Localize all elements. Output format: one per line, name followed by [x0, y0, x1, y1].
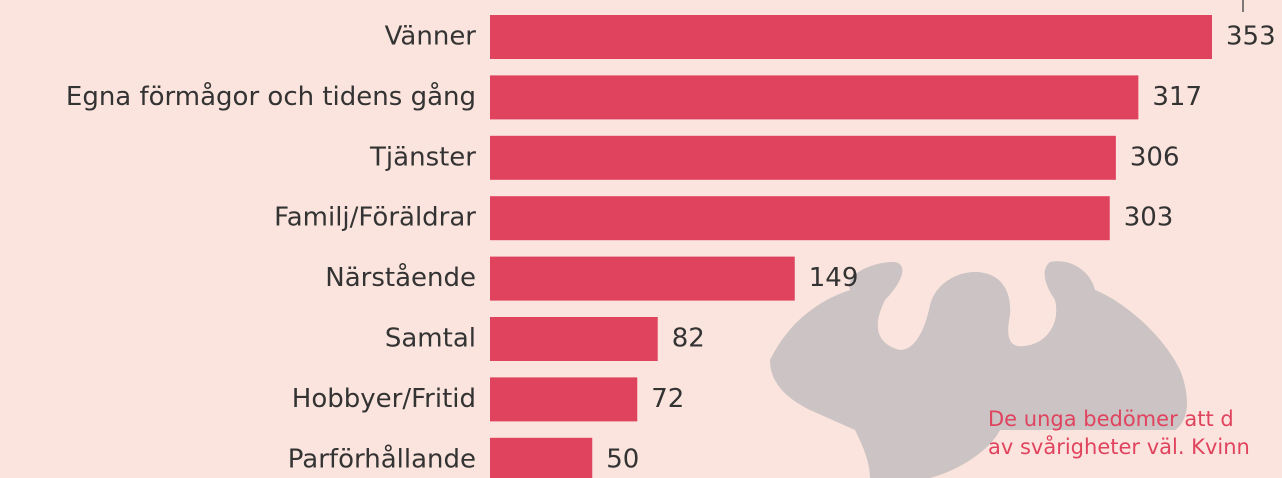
value-label: 317 — [1152, 82, 1202, 112]
value-label: 303 — [1124, 203, 1174, 233]
value-label: 353 — [1226, 22, 1276, 52]
bar — [490, 196, 1110, 240]
annotation: De unga bedömer att d — [988, 407, 1234, 431]
bar — [490, 15, 1212, 59]
annotation: av svårigheter väl. Kvinn — [988, 434, 1250, 459]
category-label: Samtal — [385, 324, 476, 354]
category-label: Parförhållande — [288, 443, 476, 474]
bar — [490, 75, 1138, 119]
value-label: 50 — [606, 444, 639, 474]
bar — [490, 438, 592, 478]
category-label: Vänner — [385, 22, 477, 52]
value-label: 72 — [651, 384, 684, 414]
value-label: 149 — [809, 263, 859, 293]
category-label: Hobbyer/Fritid — [292, 384, 476, 414]
value-label: 306 — [1130, 142, 1180, 172]
category-label: Egna förmågor och tidens gång — [66, 81, 476, 112]
bar — [490, 377, 637, 421]
bar — [490, 136, 1116, 180]
chart: Vänner 353 Egna förmågor och tidens gång 31… — [0, 0, 1282, 478]
category-label: Familj/Föräldrar — [274, 203, 476, 233]
category-label: Tjänster — [369, 142, 476, 172]
value-label: 82 — [672, 324, 705, 354]
bar — [490, 317, 658, 361]
bar — [490, 257, 795, 301]
page: Vänner 353 Egna förmågor och tidens gång 31… — [0, 0, 1282, 478]
category-label: Närstående — [325, 262, 476, 293]
